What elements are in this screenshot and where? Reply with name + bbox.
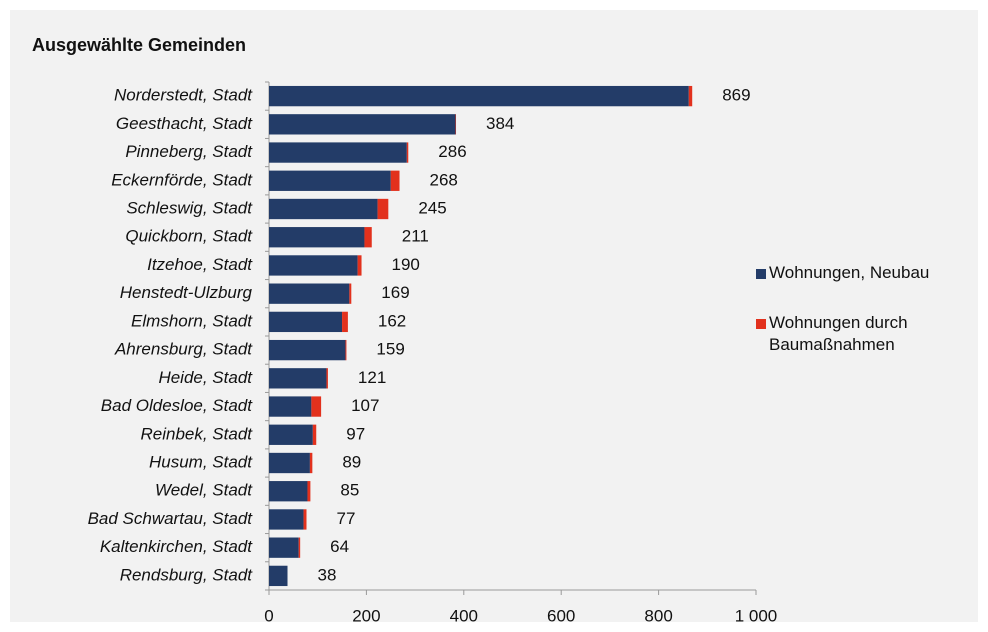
category-label: Norderstedt, Stadt: [114, 86, 253, 105]
bar-segment: [269, 255, 358, 276]
category-label: Heide, Stadt: [158, 368, 253, 387]
bar-segment: [269, 170, 391, 191]
total-label: 162: [378, 311, 406, 330]
total-label: 85: [340, 481, 359, 500]
x-tick-label: 400: [450, 606, 478, 625]
chart-title: Ausgewählte Gemeinden: [32, 35, 246, 55]
bar-segment: [269, 227, 365, 248]
category-label: Wedel, Stadt: [155, 481, 253, 500]
x-tick-label: 0: [264, 606, 273, 625]
bar-segment: [269, 424, 313, 445]
total-label: 384: [486, 114, 514, 133]
category-label: Quickborn, Stadt: [125, 227, 253, 246]
total-label: 268: [430, 170, 458, 189]
legend-label: Wohnungen, Neubau: [769, 263, 930, 282]
legend-entry: Wohnungen durch Baumaßnahmen: [756, 312, 976, 356]
bar-segment: [342, 311, 348, 333]
legend-swatch: [756, 269, 766, 279]
total-label: 190: [392, 255, 420, 274]
legend: Wohnungen, Neubau Wohnungen durch Baumaßn…: [756, 262, 976, 384]
total-label: 211: [402, 227, 429, 246]
legend-swatch: [756, 319, 766, 329]
bar-segment: [269, 565, 288, 587]
total-label: 245: [418, 198, 446, 217]
bar-segment: [269, 114, 456, 135]
category-label: Reinbek, Stadt: [140, 424, 253, 443]
total-label: 159: [376, 340, 404, 359]
category-label: Husum, Stadt: [149, 452, 253, 471]
category-label: Ahrensburg, Stadt: [114, 340, 253, 359]
category-label: Bad Oldesloe, Stadt: [101, 396, 253, 415]
bar-segment: [326, 368, 328, 389]
bar-segment: [269, 339, 346, 361]
category-label: Pinneberg, Stadt: [125, 142, 253, 161]
bar-segment: [364, 227, 372, 248]
total-label: 121: [358, 368, 386, 387]
total-label: 38: [318, 565, 337, 584]
bar-segment: [377, 198, 389, 220]
category-label: Bad Schwartau, Stadt: [88, 509, 254, 528]
category-label: Henstedt-Ulzburg: [120, 283, 253, 302]
bar-segment: [269, 311, 343, 333]
category-label: Kaltenkirchen, Stadt: [100, 537, 253, 556]
bar-segment: [269, 85, 689, 107]
bar-segment: [269, 481, 308, 502]
bar-segment: [269, 537, 299, 558]
bar-segment: [345, 339, 347, 361]
category-label: Schleswig, Stadt: [126, 198, 253, 217]
legend-entry: Wohnungen, Neubau: [756, 262, 976, 284]
bar-segment: [269, 142, 407, 163]
bar-segment: [312, 424, 317, 445]
bar-segment: [406, 142, 409, 163]
x-tick-label: 800: [644, 606, 672, 625]
total-label: 107: [351, 396, 379, 415]
bar-segment: [269, 283, 350, 304]
total-label: 169: [381, 283, 409, 302]
total-label: 97: [346, 424, 365, 443]
bar-segment: [269, 452, 310, 474]
bar-segment: [349, 283, 352, 304]
bar-segment: [269, 368, 327, 389]
total-label: 77: [336, 509, 355, 528]
bar-segment: [309, 452, 313, 474]
bar-segment: [298, 537, 301, 558]
category-label: Geesthacht, Stadt: [116, 114, 253, 133]
legend-label: Wohnungen durch Baumaßnahmen: [769, 313, 908, 354]
bar-segment: [307, 481, 311, 502]
bar-segment: [688, 85, 693, 107]
x-tick-label: 1 000: [735, 606, 778, 625]
bar-segment: [269, 509, 304, 530]
bar-segment: [390, 170, 400, 191]
bar-segment: [311, 396, 322, 417]
total-label: 64: [330, 537, 349, 556]
category-label: Eckernförde, Stadt: [111, 170, 253, 189]
bar-segment: [269, 198, 378, 220]
category-label: Rendsburg, Stadt: [120, 565, 254, 584]
background: [10, 10, 978, 622]
total-label: 89: [342, 452, 361, 471]
total-label: 286: [438, 142, 466, 161]
bar-segment: [357, 255, 362, 276]
x-tick-label: 600: [547, 606, 575, 625]
category-label: Elmshorn, Stadt: [131, 311, 253, 330]
category-label: Itzehoe, Stadt: [147, 255, 253, 274]
total-label: 869: [722, 86, 750, 105]
bar-segment: [269, 396, 312, 417]
x-tick-label: 200: [352, 606, 380, 625]
bar-segment: [303, 509, 307, 530]
